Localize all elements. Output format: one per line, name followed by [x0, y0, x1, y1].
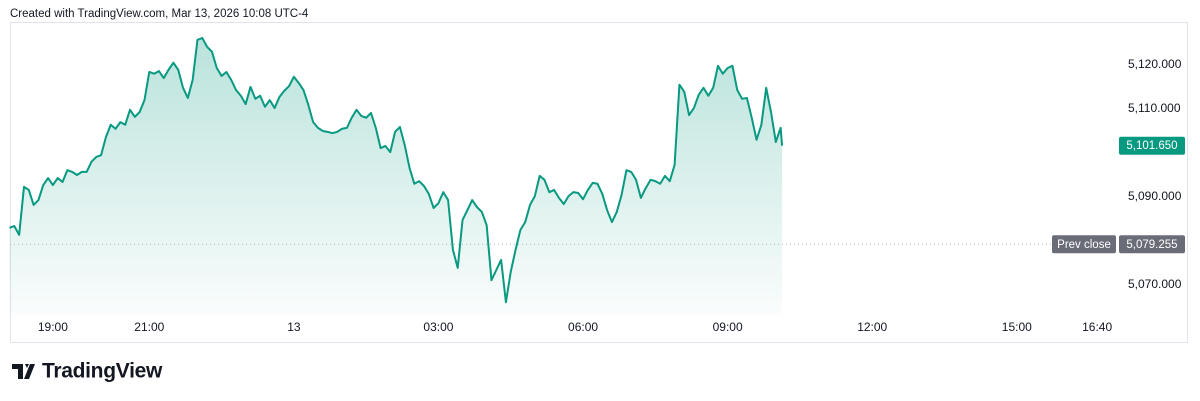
x-tick-label: 03:00: [423, 320, 453, 334]
y-tick-label: 5,120.000: [1128, 57, 1182, 71]
x-tick-label: 09:00: [713, 320, 743, 334]
y-tick-label: 5,070.000: [1128, 277, 1182, 291]
chart-frame: [10, 22, 1188, 343]
area-fill: [9, 38, 783, 316]
brand-logo: TradingView: [12, 360, 163, 383]
x-tick-label: 21:00: [134, 320, 164, 334]
prev-close-value-tag: [1119, 235, 1185, 254]
chart-title: Created with TradingView.com, Mar 13, 20…: [10, 8, 309, 20]
logo-icon: [12, 364, 35, 379]
y-tick-label: 5,110.000: [1128, 101, 1181, 115]
x-tick-label: 15:00: [1002, 320, 1032, 334]
price-line: [9, 37, 784, 304]
x-tick-label: 06:00: [568, 320, 598, 334]
y-tick-label: 5,090.000: [1128, 189, 1182, 203]
x-tick-label: 12:00: [857, 320, 887, 334]
last-price-label: 5,101.650: [1126, 140, 1177, 152]
x-tick-label: 19:00: [38, 320, 68, 334]
last-price-tag: [1119, 136, 1185, 155]
x-tick-label: 16:40: [1082, 320, 1112, 334]
prev-close-value: 5,079.255: [1126, 239, 1177, 251]
x-tick-label: 13: [287, 320, 301, 334]
prev-close-tag: [1052, 235, 1116, 254]
brand-name: TradingView: [42, 360, 163, 383]
prev-close-name: Prev close: [1057, 239, 1111, 251]
